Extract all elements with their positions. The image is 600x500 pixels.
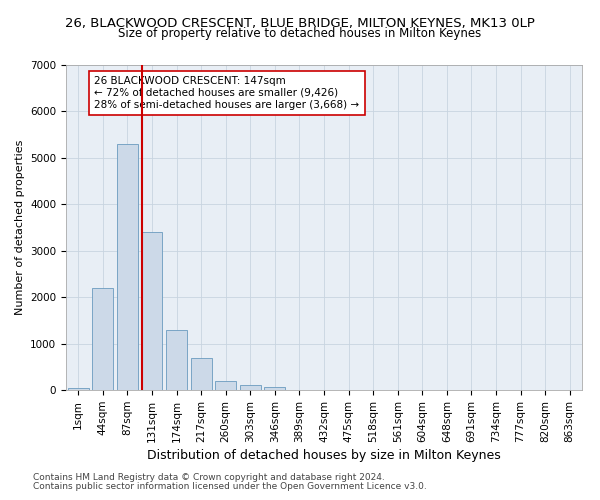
Bar (142, 232, 163, 390)
Bar (191, 358, 212, 390)
Bar (215, 380, 236, 390)
Bar (68, 388, 89, 390)
X-axis label: Distribution of detached houses by size in Milton Keynes: Distribution of detached houses by size … (147, 449, 501, 462)
Bar (265, 387, 286, 390)
Text: 26, BLACKWOOD CRESCENT, BLUE BRIDGE, MILTON KEYNES, MK13 0LP: 26, BLACKWOOD CRESCENT, BLUE BRIDGE, MIL… (65, 18, 535, 30)
Bar (117, 144, 138, 390)
Text: Contains public sector information licensed under the Open Government Licence v3: Contains public sector information licen… (33, 482, 427, 491)
Bar (92, 288, 113, 390)
Text: 26 BLACKWOOD CRESCENT: 147sqm
← 72% of detached houses are smaller (9,426)
28% o: 26 BLACKWOOD CRESCENT: 147sqm ← 72% of d… (94, 76, 359, 110)
Bar (166, 330, 187, 390)
Text: Contains HM Land Registry data © Crown copyright and database right 2024.: Contains HM Land Registry data © Crown c… (33, 474, 385, 482)
Text: Size of property relative to detached houses in Milton Keynes: Size of property relative to detached ho… (118, 28, 482, 40)
Bar (240, 386, 261, 390)
Y-axis label: Number of detached properties: Number of detached properties (14, 140, 25, 315)
